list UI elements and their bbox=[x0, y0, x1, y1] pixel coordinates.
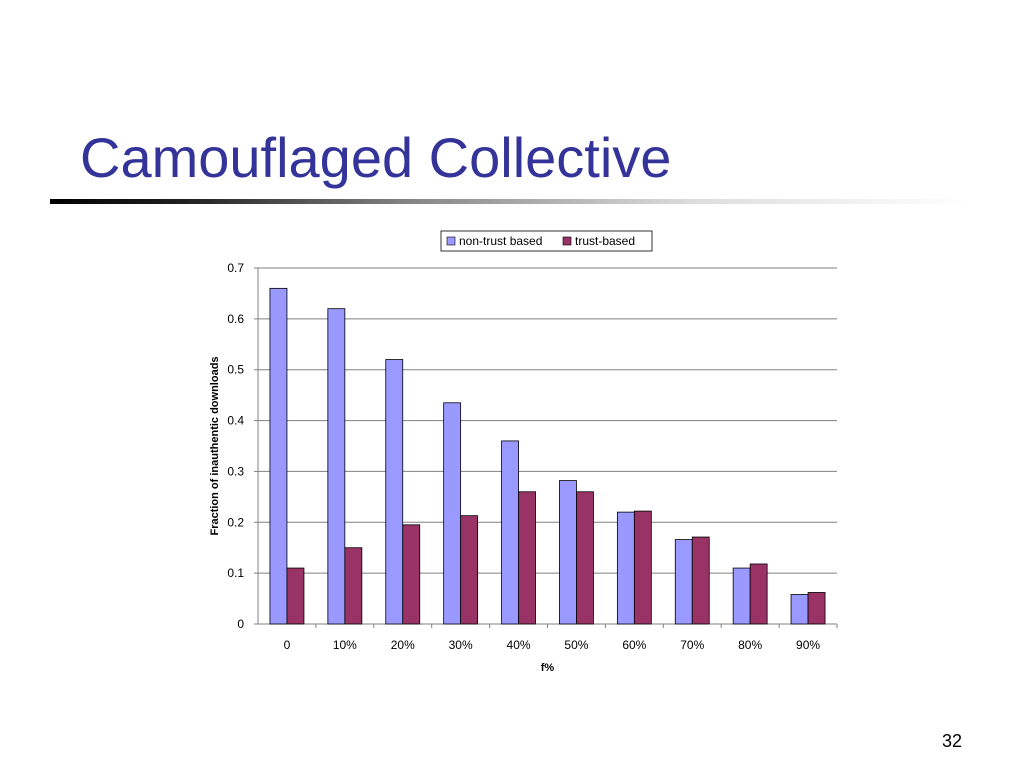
slide-title: Camouflaged Collective bbox=[80, 126, 672, 189]
page-number: 32 bbox=[941, 731, 962, 751]
bar bbox=[674, 539, 693, 625]
x-axis-title: f% bbox=[541, 662, 555, 674]
bar bbox=[385, 359, 404, 625]
bar bbox=[559, 480, 577, 625]
bar bbox=[286, 567, 305, 625]
legend-swatch bbox=[562, 236, 572, 246]
y-tick-label: 0.6 bbox=[227, 312, 244, 326]
bar bbox=[576, 491, 594, 625]
bar bbox=[807, 592, 826, 625]
bar bbox=[402, 524, 421, 625]
bar bbox=[633, 510, 652, 625]
x-tick-label: 40% bbox=[507, 638, 531, 652]
bar bbox=[790, 594, 809, 625]
x-tick-label: 30% bbox=[449, 638, 473, 652]
y-tick-label: 0.2 bbox=[227, 515, 244, 529]
y-tick-label: 0.5 bbox=[227, 363, 244, 377]
x-tick-label: 90% bbox=[796, 638, 820, 652]
title-underline bbox=[50, 199, 970, 204]
bar bbox=[327, 308, 346, 625]
y-tick-label: 0.1 bbox=[227, 566, 244, 580]
bar bbox=[443, 402, 462, 625]
bar bbox=[732, 567, 751, 625]
x-tick-label: 20% bbox=[391, 638, 415, 652]
x-tick-label: 0 bbox=[284, 638, 291, 652]
bar bbox=[460, 515, 479, 625]
y-axis-title: Fraction of inauthentic downloads bbox=[209, 356, 221, 535]
bar bbox=[501, 440, 519, 625]
bar bbox=[269, 287, 288, 625]
x-tick-label: 10% bbox=[333, 638, 357, 652]
bar bbox=[749, 563, 768, 625]
x-tick-label: 70% bbox=[680, 638, 704, 652]
bar bbox=[616, 511, 635, 625]
x-tick-label: 50% bbox=[564, 638, 588, 652]
y-tick-label: 0.7 bbox=[227, 261, 244, 275]
x-tick-label: 60% bbox=[622, 638, 646, 652]
y-tick-label: 0.4 bbox=[227, 414, 244, 428]
legend-label: non-trust based bbox=[459, 234, 542, 248]
bar bbox=[518, 491, 536, 625]
bar bbox=[691, 536, 710, 625]
legend-box bbox=[440, 230, 653, 252]
legend-swatch bbox=[446, 236, 456, 246]
y-tick-label: 0 bbox=[237, 617, 244, 631]
legend-label: trust-based bbox=[575, 234, 635, 248]
bar bbox=[344, 547, 363, 625]
x-tick-label: 80% bbox=[738, 638, 762, 652]
y-tick-label: 0.3 bbox=[227, 464, 244, 478]
